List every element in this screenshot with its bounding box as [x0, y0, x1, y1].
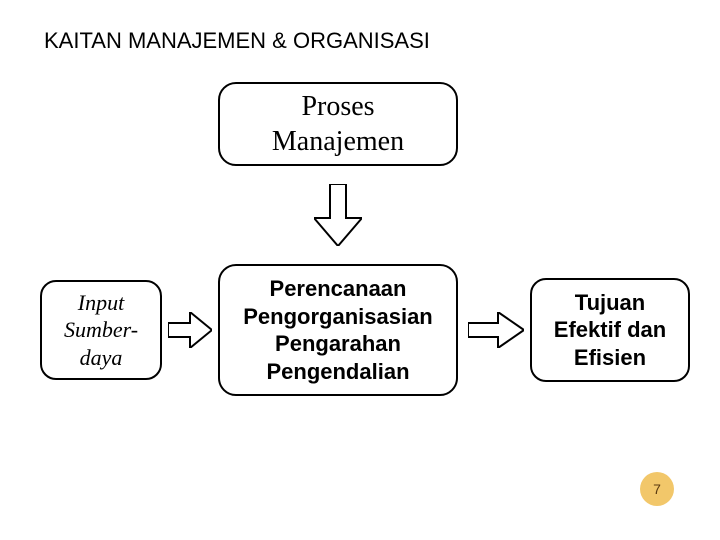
box-process-line2: Manajemen — [272, 124, 404, 159]
box-functions-line3: Pengarahan — [275, 330, 401, 358]
box-input: Input Sumber- daya — [40, 280, 162, 380]
box-goal-line3: Efisien — [574, 344, 646, 372]
page-title: KAITAN MANAJEMEN & ORGANISASI — [44, 28, 430, 54]
box-input-line2: Sumber- — [64, 316, 138, 344]
arrow-down-icon — [314, 184, 362, 246]
box-process: Proses Manajemen — [218, 82, 458, 166]
box-functions-line1: Perencanaan — [270, 275, 407, 303]
box-functions-line4: Pengendalian — [266, 358, 409, 386]
box-functions: Perencanaan Pengorganisasian Pengarahan … — [218, 264, 458, 396]
box-functions-line2: Pengorganisasian — [243, 303, 433, 331]
box-goal: Tujuan Efektif dan Efisien — [530, 278, 690, 382]
page-number-badge: 7 — [640, 472, 674, 506]
box-input-line1: Input — [78, 289, 124, 317]
box-goal-line1: Tujuan — [575, 289, 645, 317]
box-goal-line2: Efektif dan — [554, 316, 666, 344]
arrow-right-1-icon — [168, 312, 212, 348]
box-process-line1: Proses — [301, 89, 374, 124]
arrow-right-2-icon — [468, 312, 524, 348]
box-input-line3: daya — [80, 344, 123, 372]
